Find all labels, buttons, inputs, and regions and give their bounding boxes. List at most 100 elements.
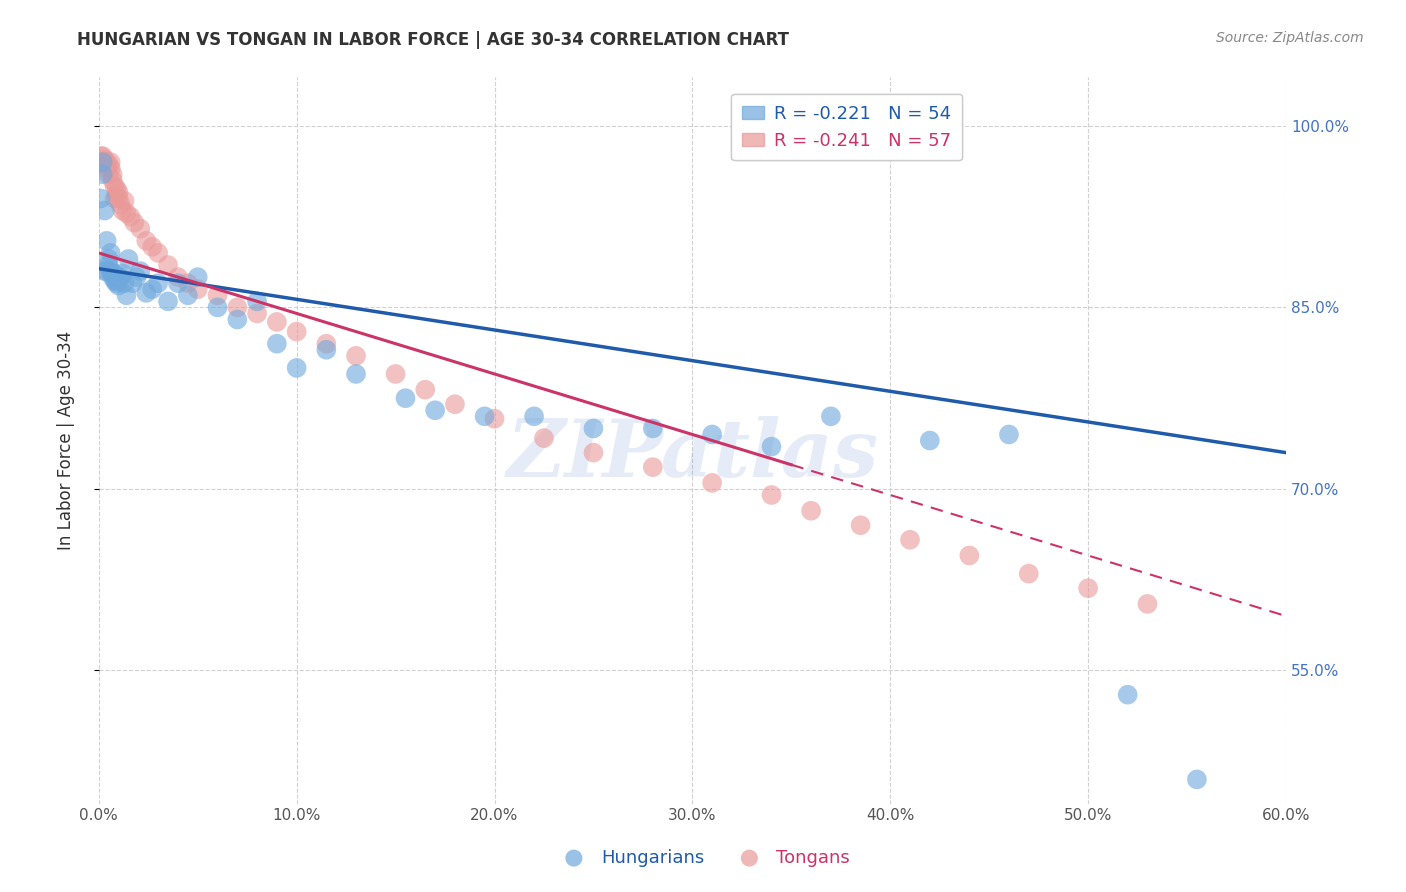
Point — [207, 288, 229, 302]
Point — [641, 460, 664, 475]
Point — [105, 182, 128, 196]
Point — [315, 343, 337, 357]
Point — [107, 191, 129, 205]
Point — [394, 391, 416, 405]
Point — [129, 264, 152, 278]
Point — [167, 276, 190, 290]
Point — [702, 427, 724, 442]
Point — [820, 409, 842, 424]
Point — [96, 234, 118, 248]
Point — [484, 411, 506, 425]
Point — [800, 504, 823, 518]
Point — [207, 301, 229, 315]
Point — [266, 315, 288, 329]
Point — [125, 270, 148, 285]
Y-axis label: In Labor Force | Age 30-34: In Labor Force | Age 30-34 — [58, 331, 75, 550]
Point — [90, 191, 112, 205]
Point — [1136, 597, 1159, 611]
Point — [93, 264, 115, 278]
Point — [91, 155, 114, 169]
Point — [100, 155, 122, 169]
Point — [315, 336, 337, 351]
Point — [129, 221, 152, 235]
Point — [582, 445, 605, 459]
Point — [898, 533, 921, 547]
Point — [91, 155, 114, 169]
Point — [344, 349, 367, 363]
Point — [110, 270, 132, 285]
Point — [104, 179, 127, 194]
Point — [104, 267, 127, 281]
Point — [641, 421, 664, 435]
Point — [120, 210, 142, 224]
Text: Source: ZipAtlas.com: Source: ZipAtlas.com — [1216, 31, 1364, 45]
Point — [93, 153, 115, 167]
Legend: R = -0.221   N = 54, R = -0.241   N = 57: R = -0.221 N = 54, R = -0.241 N = 57 — [731, 94, 962, 161]
Point — [702, 475, 724, 490]
Point — [384, 367, 406, 381]
Point — [146, 276, 169, 290]
Point — [146, 246, 169, 260]
Point — [226, 312, 249, 326]
Point — [444, 397, 467, 411]
Point — [111, 267, 134, 281]
Point — [115, 206, 138, 220]
Point — [105, 276, 128, 290]
Point — [91, 167, 114, 181]
Point — [104, 274, 127, 288]
Point — [226, 301, 249, 315]
Point — [285, 360, 308, 375]
Point — [167, 270, 190, 285]
Point — [114, 194, 136, 208]
Point — [107, 186, 129, 200]
Point — [761, 488, 783, 502]
Point — [93, 203, 115, 218]
Text: HUNGARIAN VS TONGAN IN LABOR FORCE | AGE 30-34 CORRELATION CHART: HUNGARIAN VS TONGAN IN LABOR FORCE | AGE… — [77, 31, 789, 49]
Point — [344, 367, 367, 381]
Point — [998, 427, 1021, 442]
Point — [124, 216, 146, 230]
Point — [246, 306, 269, 320]
Point — [157, 258, 180, 272]
Point — [121, 276, 143, 290]
Point — [918, 434, 941, 448]
Point — [246, 294, 269, 309]
Point — [285, 325, 308, 339]
Point — [97, 252, 120, 266]
Point — [177, 288, 200, 302]
Point — [187, 282, 209, 296]
Point — [105, 274, 128, 288]
Point — [107, 278, 129, 293]
Point — [849, 518, 872, 533]
Point — [266, 336, 288, 351]
Point — [523, 409, 546, 424]
Point — [1018, 566, 1040, 581]
Legend: Hungarians, Tongans: Hungarians, Tongans — [548, 842, 858, 874]
Point — [91, 149, 114, 163]
Point — [100, 161, 122, 176]
Point — [135, 234, 157, 248]
Point — [111, 203, 134, 218]
Point — [141, 240, 163, 254]
Point — [582, 421, 605, 435]
Point — [1185, 772, 1208, 787]
Point — [187, 270, 209, 285]
Point — [413, 383, 436, 397]
Point — [761, 440, 783, 454]
Point — [107, 270, 129, 285]
Point — [90, 149, 112, 163]
Point — [101, 267, 124, 281]
Point — [135, 285, 157, 300]
Point — [97, 158, 120, 172]
Point — [104, 191, 127, 205]
Point — [101, 270, 124, 285]
Point — [114, 276, 136, 290]
Point — [117, 252, 139, 266]
Point — [110, 197, 132, 211]
Point — [957, 549, 980, 563]
Point — [533, 431, 555, 445]
Point — [100, 264, 122, 278]
Point — [96, 155, 118, 169]
Point — [105, 189, 128, 203]
Point — [474, 409, 496, 424]
